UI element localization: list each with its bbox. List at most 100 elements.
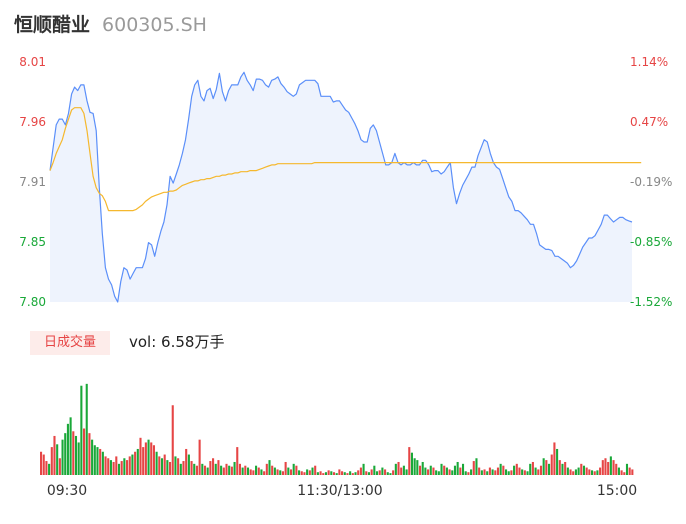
volume-bar	[166, 460, 169, 475]
volume-bar	[295, 465, 298, 475]
volume-bar	[435, 470, 438, 475]
volume-bar	[351, 473, 354, 475]
volume-bar	[136, 448, 139, 475]
volume-bar	[182, 461, 185, 475]
volume-chart: 09:30 11:30/13:00 15:00	[40, 383, 637, 499]
volume-bar	[612, 460, 615, 475]
volume-bar	[273, 467, 276, 475]
price-line	[49, 71, 633, 303]
volume-bar	[625, 463, 629, 475]
volume-bar	[85, 383, 88, 475]
volume-bar	[378, 470, 381, 475]
volume-value: 6.58万手	[161, 333, 225, 351]
volume-bar	[50, 447, 53, 475]
price-area	[50, 72, 632, 302]
y-tick-right: -1.52%	[630, 295, 672, 309]
volume-bar	[134, 451, 137, 475]
volume-bar	[128, 456, 131, 475]
volume-bar	[545, 460, 548, 475]
volume-bar	[569, 469, 572, 475]
volume-bar	[201, 463, 204, 475]
volume-prefix: vol:	[129, 333, 162, 351]
volume-bar	[281, 471, 284, 475]
volume-bar	[93, 445, 96, 475]
volume-bar	[553, 442, 556, 475]
volume-bar	[405, 469, 408, 475]
volume-bar	[526, 471, 529, 475]
volume-bar	[429, 465, 432, 475]
volume-bar	[64, 433, 67, 475]
volume-bar	[596, 470, 599, 475]
volume-bar	[491, 469, 494, 475]
volume-bar	[421, 461, 424, 475]
volume-bar	[185, 448, 188, 475]
y-tick-right: -0.85%	[630, 235, 672, 249]
y-tick-right: 1.14%	[630, 55, 668, 69]
volume-bar	[588, 469, 591, 475]
volume-bar	[381, 467, 384, 475]
volume-bar	[542, 458, 545, 475]
volume-bar	[494, 470, 497, 475]
volume-bar	[550, 454, 553, 475]
volume-bar	[402, 465, 405, 475]
volume-bar	[287, 467, 290, 475]
stock-name: 恒顺醋业	[14, 14, 91, 36]
volume-bar	[303, 472, 306, 475]
volume-bar	[362, 463, 365, 475]
volume-bar	[539, 465, 543, 475]
volume-bar	[620, 470, 623, 475]
volume-bar	[209, 461, 212, 475]
volume-bar	[523, 470, 526, 475]
volume-bar	[263, 471, 266, 475]
volume-bar	[66, 423, 69, 475]
y-tick-left: 7.80	[19, 295, 46, 309]
volume-bar	[427, 469, 430, 475]
volume-bar	[561, 463, 564, 475]
volume-bar	[375, 471, 379, 475]
volume-bar	[144, 442, 147, 475]
volume-bar	[58, 458, 61, 475]
volume-total: vol: 6.58万手	[129, 331, 224, 353]
volume-bar	[392, 470, 395, 475]
volume-bar	[496, 467, 500, 475]
volume-bar	[99, 448, 102, 475]
stock-code: 600305.SH	[102, 14, 207, 36]
volume-bar	[531, 461, 534, 475]
volume-bar	[195, 465, 198, 475]
volume-bar	[410, 452, 413, 475]
volume-bar	[373, 465, 376, 475]
price-chart: 8.01 1.14% 7.96 0.47% 7.91 -0.19% 7.85 -0.85% 7.…	[19, 55, 672, 309]
volume-bar	[386, 472, 389, 475]
volume-bar	[599, 467, 602, 475]
volume-bar	[499, 463, 502, 475]
volume-bar	[400, 467, 403, 475]
volume-bar	[572, 471, 575, 475]
volume-bar	[203, 465, 207, 475]
volume-bar	[212, 458, 215, 475]
volume-bar	[265, 463, 268, 475]
volume-bar	[580, 463, 583, 475]
volume-bar	[316, 472, 319, 475]
volume-bar	[623, 472, 626, 475]
volume-bar	[335, 473, 338, 475]
volume-bar	[591, 470, 594, 475]
volume-bar	[556, 448, 559, 475]
volume-badge: 日成交量	[30, 331, 110, 355]
volume-bar	[332, 472, 336, 475]
volume-bar	[142, 447, 145, 475]
volume-bar	[109, 460, 112, 475]
volume-bar	[558, 460, 561, 475]
volume-bar	[284, 461, 287, 475]
volume-bar	[453, 465, 457, 475]
volume-bar	[241, 467, 244, 475]
volume-bar	[147, 439, 150, 475]
volume-bar	[349, 471, 352, 475]
volume-bar	[322, 473, 325, 475]
volume-bar	[488, 467, 491, 475]
volume-bar	[193, 463, 196, 475]
volume-bar	[112, 461, 115, 475]
volume-bar	[214, 463, 217, 475]
volume-bar	[456, 461, 459, 475]
volume-bar	[271, 465, 274, 475]
volume-bar	[367, 472, 370, 475]
